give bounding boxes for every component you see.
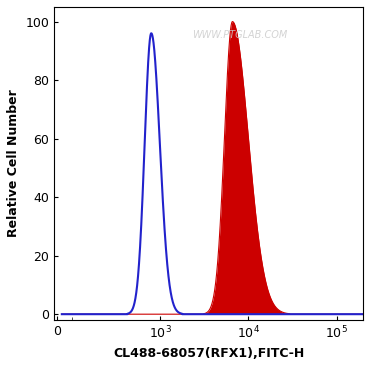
Y-axis label: Relative Cell Number: Relative Cell Number	[7, 90, 20, 237]
X-axis label: CL488-68057(RFX1),FITC-H: CL488-68057(RFX1),FITC-H	[113, 347, 304, 360]
Text: WWW.PTGLAB.COM: WWW.PTGLAB.COM	[192, 30, 287, 40]
